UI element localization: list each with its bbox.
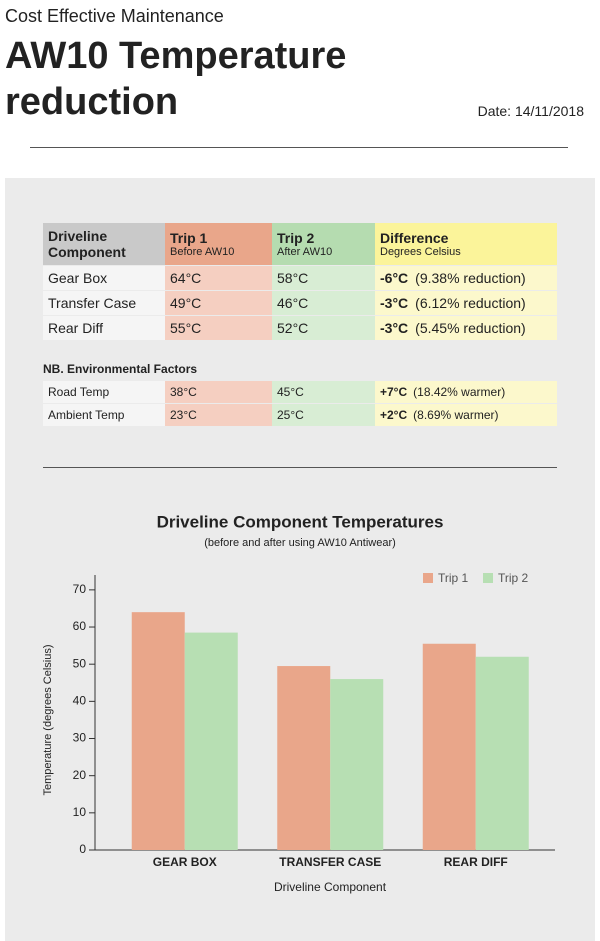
cell: Transfer Case	[43, 291, 165, 315]
cell: -6°C (9.38% reduction)	[375, 266, 557, 290]
bar	[422, 643, 476, 850]
header-subtitle: After AW10	[277, 246, 333, 258]
kicker: Cost Effective Maintenance	[5, 6, 224, 26]
x-tick-label: TRANSFER CASE	[279, 855, 381, 869]
cell: +2°C (8.69% warmer)	[375, 404, 557, 426]
difference-note: (8.69% warmer)	[413, 408, 499, 422]
cell: Ambient Temp	[43, 404, 165, 426]
bar	[277, 666, 331, 850]
cell: 25°C	[272, 404, 375, 426]
cell: 38°C	[165, 381, 272, 403]
difference: -3°C	[380, 320, 409, 336]
cell: 45°C	[272, 381, 375, 403]
cell: Rear Diff	[43, 316, 165, 340]
y-tick-label: 10	[73, 805, 87, 819]
divider	[30, 147, 568, 148]
table: Driveline Component Trip 1 Before AW10 Tr…	[43, 222, 557, 341]
legend-label: Trip 1	[438, 571, 469, 585]
y-tick-label: 40	[73, 694, 87, 708]
bar	[330, 679, 384, 850]
cell: Gear Box	[43, 266, 165, 290]
difference: -3°C	[380, 295, 409, 311]
difference: +2°C	[380, 408, 408, 422]
row: Road Temp 38°C 45°C +7°C (18.42% warmer)	[43, 381, 557, 403]
cell: 58°C	[272, 266, 375, 290]
bar	[475, 656, 529, 850]
legend-swatch	[423, 573, 433, 583]
row: Rear Diff 55°C 52°C -3°C (5.45% reduction)	[43, 316, 557, 340]
header-cell: Trip 1 Before AW10	[165, 223, 272, 265]
x-tick-label: GEAR BOX	[153, 855, 217, 869]
row: Gear Box 64°C 58°C -6°C (9.38% reduction)	[43, 266, 557, 290]
difference-note: (9.38% reduction)	[415, 270, 526, 286]
env-title: NB. Environmental Factors	[43, 362, 198, 376]
y-tick-label: 0	[79, 842, 86, 856]
y-tick-label: 50	[73, 656, 87, 670]
legend-label: Trip 2	[498, 571, 529, 585]
difference-note: (6.12% reduction)	[415, 295, 526, 311]
row: Ambient Temp 23°C 25°C +2°C (8.69% warmer)	[43, 404, 557, 426]
difference: +7°C	[380, 385, 408, 399]
header-title: Trip 2	[277, 230, 315, 246]
difference: -6°C	[380, 270, 409, 286]
header-title: Trip 1	[170, 230, 208, 246]
row: Transfer Case 49°C 46°C -3°C (6.12% reducti…	[43, 291, 557, 315]
bar	[184, 632, 238, 850]
legend-swatch	[483, 573, 493, 583]
cell: -3°C (5.45% reduction)	[375, 316, 557, 340]
y-axis-label: Temperature (degrees Celsius)	[42, 644, 54, 795]
header-cell: Difference Degrees Celsius	[375, 223, 557, 265]
cell: Road Temp	[43, 381, 165, 403]
difference-note: (18.42% warmer)	[413, 385, 506, 399]
bar	[131, 612, 185, 850]
y-tick-label: 60	[73, 619, 87, 633]
header-cell: Driveline Component	[43, 223, 165, 265]
x-axis-label: Driveline Component	[274, 880, 387, 894]
header-title: Difference	[380, 230, 449, 246]
chart-subtitle: (before and after using AW10 Antiwear)	[204, 537, 396, 549]
chart-title: Driveline Component Temperatures	[157, 512, 444, 531]
divider	[43, 467, 557, 468]
cell: -3°C (6.12% reduction)	[375, 291, 557, 315]
cell: +7°C (18.42% warmer)	[375, 381, 557, 403]
env-table: Road Temp 38°C 45°C +7°C (18.42% warmer) Amb…	[43, 380, 557, 427]
cell: 49°C	[165, 291, 272, 315]
y-tick-label: 20	[73, 768, 87, 782]
y-tick-label: 30	[73, 731, 87, 745]
date: Date: 14/11/2018	[477, 103, 584, 119]
header-subtitle: Before AW10	[170, 246, 235, 258]
cell: 64°C	[165, 266, 272, 290]
cell: 46°C	[272, 291, 375, 315]
cell: 23°C	[165, 404, 272, 426]
title: AW10 Temperature reduction	[5, 35, 347, 123]
cell: 52°C	[272, 316, 375, 340]
difference-note: (5.45% reduction)	[415, 320, 526, 336]
x-tick-label: REAR DIFF	[444, 855, 508, 869]
cell: 55°C	[165, 316, 272, 340]
header-subtitle: Degrees Celsius	[380, 246, 461, 258]
header-cell: Trip 2 After AW10	[272, 223, 375, 265]
header-row: Driveline Component Trip 1 Before AW10 Tr…	[43, 223, 557, 265]
y-tick-label: 70	[73, 582, 87, 596]
